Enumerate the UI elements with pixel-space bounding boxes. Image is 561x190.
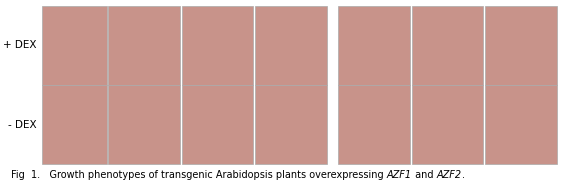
Bar: [42, 85, 107, 164]
Text: AZF2: AZF2: [436, 170, 462, 180]
Bar: [485, 6, 557, 85]
Text: c: c: [288, 0, 293, 1]
Bar: [255, 6, 327, 85]
Text: + DEX: + DEX: [3, 40, 36, 50]
Bar: [338, 85, 410, 164]
Text: .: .: [462, 170, 465, 180]
Bar: [412, 6, 483, 85]
Bar: [182, 85, 253, 164]
Bar: [255, 85, 327, 164]
Bar: [485, 85, 557, 164]
Text: Fig  1.   Growth phenotypes of transgenic Arabidopsis plants overexpressing: Fig 1. Growth phenotypes of transgenic A…: [11, 170, 387, 180]
Text: AZF1: AZF1: [387, 170, 412, 180]
Text: b: b: [214, 0, 220, 1]
Text: c: c: [518, 0, 523, 1]
Text: and: and: [412, 170, 436, 180]
Bar: [338, 6, 410, 85]
Text: a: a: [141, 0, 148, 1]
Text: - DEX: - DEX: [8, 120, 36, 130]
Text: a: a: [371, 0, 378, 1]
Bar: [42, 6, 107, 85]
Bar: [108, 85, 180, 164]
Text: VC: VC: [67, 0, 81, 1]
Bar: [412, 85, 483, 164]
Bar: [108, 6, 180, 85]
Bar: [182, 6, 253, 85]
Text: b: b: [444, 0, 450, 1]
